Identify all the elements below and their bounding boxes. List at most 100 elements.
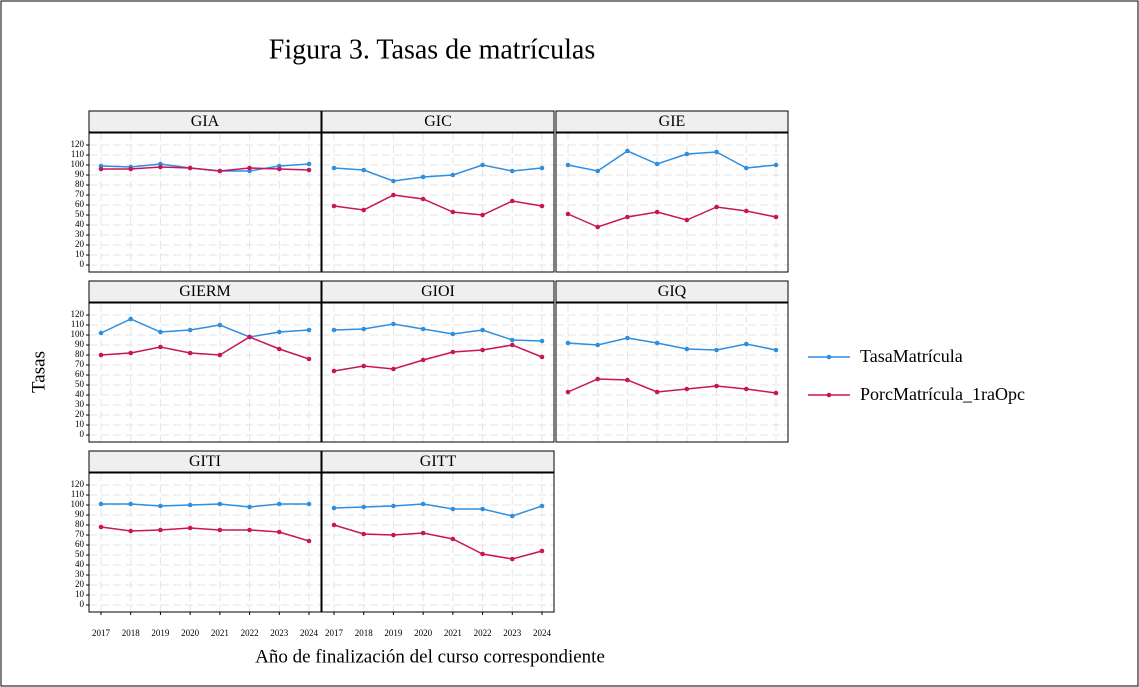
x-tick-label: 2020 [181, 628, 200, 638]
y-tick-label: 60 [75, 369, 85, 379]
y-tick-label: 120 [71, 309, 85, 319]
point [565, 162, 571, 168]
legend-point [826, 392, 832, 398]
panel-title: GIOI [421, 283, 455, 300]
panel [89, 303, 321, 442]
line [100, 526, 310, 542]
point [539, 548, 545, 554]
point [450, 331, 456, 337]
point [391, 503, 396, 509]
point [128, 501, 134, 507]
point [509, 513, 515, 519]
point [276, 501, 282, 507]
y-tick-label: 70 [75, 189, 85, 199]
point [654, 340, 660, 346]
line [567, 206, 777, 228]
y-tick-label: 20 [75, 239, 85, 249]
point [714, 383, 719, 389]
panel-title: GIQ [658, 283, 687, 300]
panel [322, 133, 554, 272]
legend-point [826, 354, 832, 360]
y-tick-label: 90 [75, 509, 85, 519]
x-tick-label: 2023 [270, 628, 289, 638]
y-tick-label: 50 [75, 209, 85, 219]
point [684, 151, 690, 157]
point [565, 389, 571, 395]
point [420, 174, 426, 180]
strip [555, 110, 789, 133]
point [217, 168, 223, 174]
point [509, 198, 515, 204]
point [306, 327, 312, 333]
panel [556, 133, 788, 272]
y-axis-label: Tasas [28, 351, 49, 393]
panel-title: GIC [424, 113, 452, 130]
point [331, 327, 337, 333]
y-tick-label: 100 [71, 499, 85, 509]
point [98, 166, 104, 172]
point [480, 212, 485, 218]
point [773, 214, 779, 220]
x-tick-label: 2021 [444, 628, 462, 638]
point [361, 167, 367, 173]
point [450, 349, 456, 355]
point [684, 217, 690, 223]
x-tick-label: 2019 [151, 628, 170, 638]
point [480, 506, 485, 512]
point [98, 501, 104, 507]
y-tick-label: 120 [71, 479, 85, 489]
point [539, 203, 545, 209]
y-tick-label: 30 [75, 399, 85, 409]
point [158, 329, 163, 335]
line [567, 337, 777, 351]
y-tick-label: 20 [75, 409, 85, 419]
point [684, 386, 690, 392]
y-tick-label: 80 [75, 179, 85, 189]
point [654, 389, 660, 395]
point [595, 342, 601, 348]
point [158, 527, 163, 533]
panel-border [321, 472, 555, 613]
panel-border [555, 302, 789, 443]
y-tick-label: 0 [80, 429, 85, 439]
point [361, 207, 367, 213]
point [306, 167, 312, 173]
point [450, 506, 456, 512]
point [565, 211, 571, 217]
y-tick-label: 10 [75, 249, 85, 259]
point [773, 162, 779, 168]
point [306, 501, 312, 507]
line [333, 503, 543, 517]
strip [321, 280, 555, 303]
point [158, 164, 163, 170]
point [743, 165, 749, 171]
line [101, 166, 310, 172]
point [625, 148, 630, 154]
point [539, 338, 545, 344]
point [625, 214, 630, 220]
point [217, 527, 223, 533]
panel-title: GITT [420, 453, 457, 470]
panel [89, 133, 321, 272]
panel-title: GIA [191, 113, 220, 130]
y-tick-label: 10 [75, 589, 85, 599]
point [509, 168, 515, 174]
point [480, 347, 485, 353]
point [773, 390, 779, 396]
point [625, 335, 630, 341]
point [391, 366, 396, 372]
point [306, 538, 312, 544]
point [361, 531, 367, 537]
line [333, 194, 543, 216]
x-tick-label: 2021 [211, 628, 229, 638]
point [217, 352, 223, 358]
panel [322, 473, 554, 612]
y-tick-label: 40 [75, 389, 85, 399]
panel [89, 473, 321, 612]
point [743, 386, 749, 392]
chart-title: Figura 3. Tasas de matrículas [269, 34, 595, 65]
point [361, 504, 367, 510]
line [333, 323, 543, 342]
y-tick-label: 40 [75, 219, 85, 229]
